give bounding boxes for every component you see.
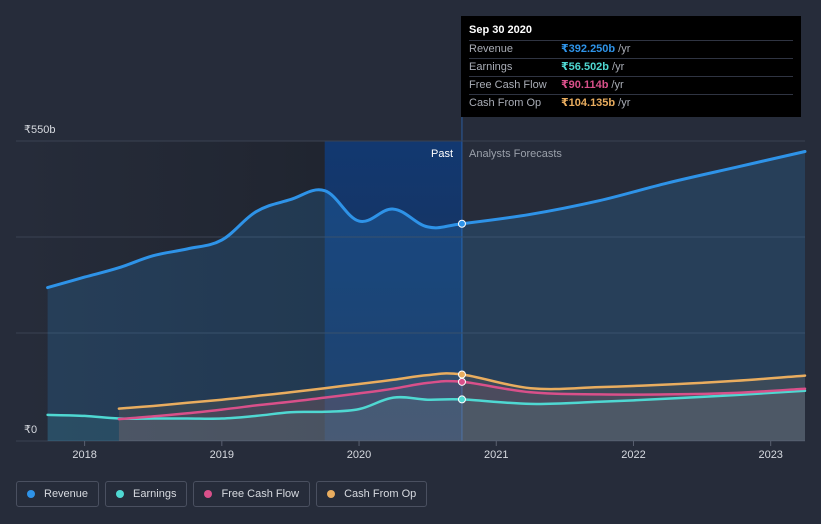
chart-legend: Revenue Earnings Free Cash Flow Cash Fro… bbox=[16, 481, 428, 507]
data-point-cash-from-op bbox=[457, 370, 466, 379]
tooltip-unit: /yr bbox=[612, 61, 625, 73]
tooltip-row-free-cash-flow: Free Cash Flow ₹90.114b /yr bbox=[469, 76, 793, 94]
tooltip-unit: /yr bbox=[611, 79, 624, 91]
forecast-label: Analysts Forecasts bbox=[469, 148, 562, 160]
x-tick-label: 2021 bbox=[484, 449, 508, 461]
data-tooltip: Sep 30 2020 Revenue ₹392.250b /yr Earnin… bbox=[461, 16, 801, 117]
tooltip-value: ₹104.135b bbox=[561, 97, 616, 109]
past-shade bbox=[16, 141, 325, 441]
tooltip-unit: /yr bbox=[618, 43, 631, 55]
tooltip-value: ₹56.502b bbox=[561, 61, 610, 73]
tooltip-row-earnings: Earnings ₹56.502b /yr bbox=[469, 58, 793, 76]
legend-label: Revenue bbox=[44, 488, 89, 500]
highlight-shade bbox=[324, 141, 462, 441]
tooltip-label: Free Cash Flow bbox=[469, 79, 547, 91]
tooltip-label: Revenue bbox=[469, 43, 514, 55]
series-line-cash-from-op bbox=[117, 372, 807, 410]
tooltip-value: ₹90.114b bbox=[561, 79, 609, 91]
series-line-revenue bbox=[46, 150, 807, 290]
legend-item-cash-from-op[interactable]: Cash From Op bbox=[316, 481, 428, 507]
data-point-revenue bbox=[457, 219, 466, 228]
series-area-free-cash-flow bbox=[118, 381, 805, 441]
legend-label: Cash From Op bbox=[344, 488, 417, 500]
x-tick-label: 2020 bbox=[347, 449, 371, 461]
legend-item-free-cash-flow[interactable]: Free Cash Flow bbox=[193, 481, 311, 507]
tooltip-unit: /yr bbox=[618, 97, 631, 109]
tooltip-row-revenue: Revenue ₹392.250b /yr bbox=[469, 40, 793, 58]
tooltip-label: Cash From Op bbox=[469, 97, 542, 109]
legend-dot-icon bbox=[27, 490, 35, 498]
y-tick-label-zero: ₹0 bbox=[24, 424, 37, 436]
legend-dot-icon bbox=[116, 490, 125, 498]
legend-label: Free Cash Flow bbox=[221, 488, 300, 500]
legend-label: Earnings bbox=[133, 488, 177, 500]
past-label: Past bbox=[431, 148, 453, 160]
tooltip-row-cash-from-op: Cash From Op ₹104.135b /yr bbox=[469, 94, 793, 112]
legend-item-earnings[interactable]: Earnings bbox=[105, 481, 188, 507]
tooltip-value: ₹392.250b bbox=[561, 43, 616, 55]
legend-dot-icon bbox=[327, 490, 336, 498]
tooltip-date: Sep 30 2020 bbox=[469, 24, 532, 36]
series-area-revenue bbox=[47, 151, 806, 441]
y-tick-label-top: ₹550b bbox=[24, 124, 55, 136]
legend-item-revenue[interactable]: Revenue bbox=[16, 481, 100, 507]
series-line-earnings bbox=[46, 389, 807, 420]
x-tick-label: 2023 bbox=[758, 449, 782, 461]
x-tick-label: 2022 bbox=[621, 449, 645, 461]
tooltip-label: Earnings bbox=[469, 61, 513, 73]
legend-dot-icon bbox=[204, 490, 213, 498]
x-tick-label: 2019 bbox=[210, 449, 234, 461]
series-area-cash-from-op bbox=[118, 373, 805, 441]
series-line-free-cash-flow bbox=[117, 379, 807, 421]
data-point-free-cash-flow bbox=[457, 377, 466, 386]
x-tick-label: 2018 bbox=[72, 449, 96, 461]
data-point-earnings bbox=[457, 395, 466, 404]
series-area-earnings bbox=[47, 390, 806, 441]
